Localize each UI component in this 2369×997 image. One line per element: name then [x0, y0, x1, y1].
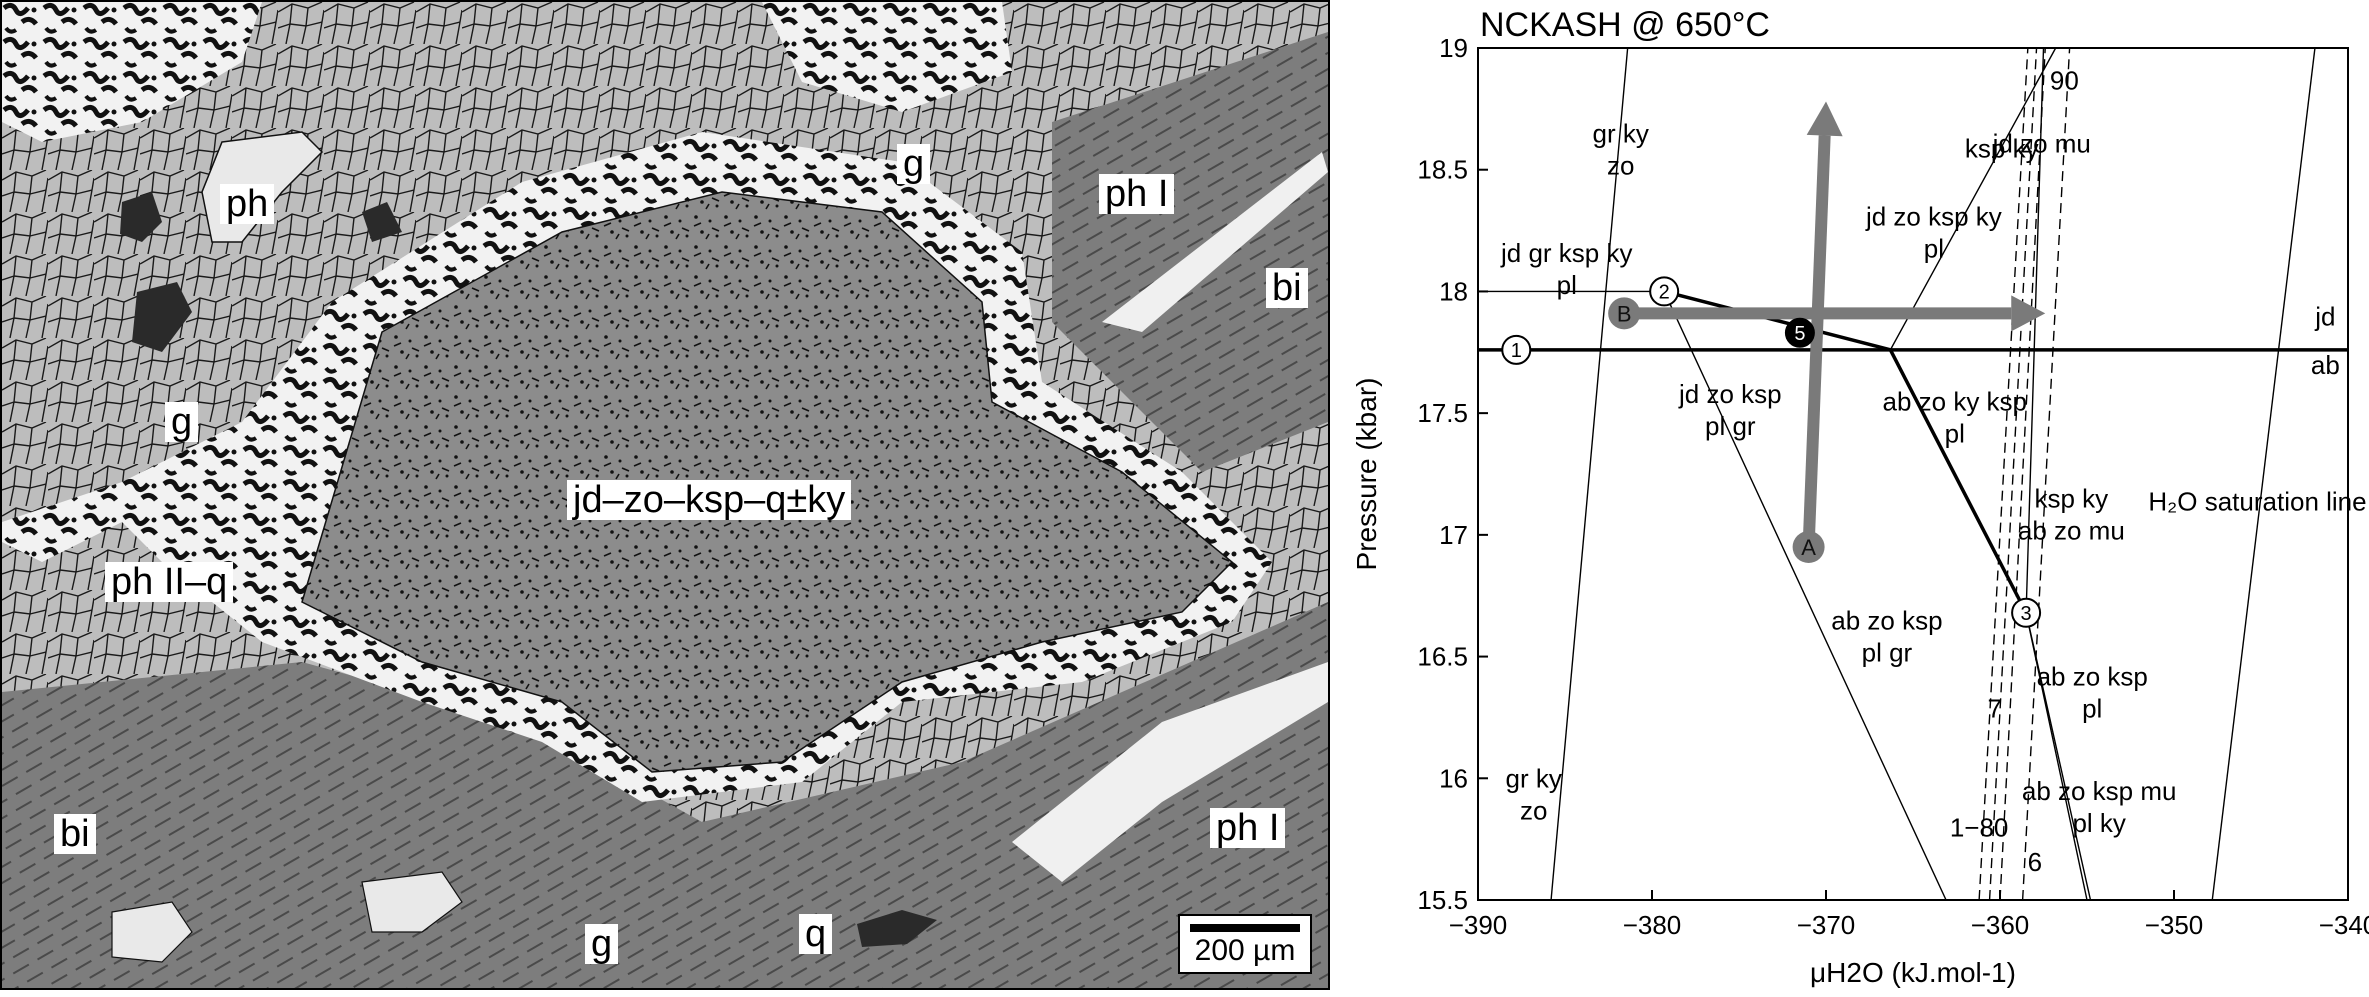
quartz-grain-4 [857, 910, 937, 947]
scale-bar-label: 200 µm [1194, 934, 1296, 967]
phengite-grain-bottom-left [111, 901, 193, 963]
reaction-line-h2o-saturation [2211, 47, 2316, 901]
y-tick-label: 19 [1439, 33, 1468, 63]
x-tick-label: −390 [1449, 910, 1508, 940]
reaction-line-pl-gr-ky-zo [1550, 47, 1629, 901]
phengite-streak-right [1102, 152, 1328, 332]
biotite-band-top [1052, 32, 1328, 472]
reaction-label-7: 7 [1988, 693, 2002, 723]
arrow-shaft-A [1802, 135, 1831, 548]
plot-frame [1477, 47, 2349, 901]
reaction-line-dash-2 [1988, 47, 2038, 901]
scale-bar-line [1190, 924, 1300, 932]
y-tick-label: 17 [1439, 520, 1468, 550]
label-core: jd–zo–ksp–q±ky [567, 480, 852, 520]
label-q: q [799, 914, 833, 954]
y-tick-label: 18.5 [1417, 155, 1468, 185]
invariant-point-5 [1784, 317, 1815, 348]
x-tick-label: −350 [2145, 910, 2204, 940]
invariant-point-label-2: 2 [1659, 281, 1670, 303]
chart-title: NCKASH @ 650°C [1480, 6, 1770, 44]
y-tick-label: 18 [1439, 276, 1468, 306]
quartz-grain-2 [132, 282, 192, 352]
arrow-label-A: A [1801, 535, 1816, 560]
phengite-streak-bottom [1012, 662, 1328, 882]
symplectite-top-left [2, 2, 262, 142]
invariant-point-1 [1501, 334, 1532, 365]
reaction-label-gr-ky-zo-top: gr ky zo [1593, 119, 1649, 181]
label-ph-i-top: ph I [1099, 174, 1175, 214]
x-tick-label: −360 [1971, 910, 2030, 940]
reaction-label-ab-zo-ky-ksp-pl: ab zo ky ksp pl [1883, 386, 2028, 448]
y-tick-label: 16.5 [1417, 642, 1468, 672]
reaction-line-ab-zo-ky-ksp-pl [1888, 349, 2028, 614]
reaction-label-jd-zo-ksp-ky-pl: jd zo ksp ky pl [1865, 201, 2002, 263]
reaction-line-dash-4 [2021, 47, 2071, 901]
reaction-label-6: 6 [2028, 847, 2042, 877]
invariant-point-label-1: 1 [1511, 340, 1522, 362]
label-g-top: g [897, 144, 931, 184]
arrow-head-A [1806, 101, 1843, 137]
invariant-points: 1 2 3 5 [1501, 276, 2042, 628]
reaction-line-dash-1 [1978, 47, 2029, 901]
phengite-grain-bottom [361, 871, 463, 933]
label-bi-left: bi [54, 814, 96, 854]
label-bi-right: bi [1266, 268, 1308, 308]
label-ph-ii-q: ph II–q [105, 562, 234, 602]
invariant-point-label-3: 3 [2021, 603, 2032, 625]
label-g-bottom: g [585, 924, 619, 964]
reaction-line-dash-3 [1999, 47, 2046, 901]
invariant-point-3 [2011, 597, 2042, 628]
phase-diagram: NCKASH @ 650°C −390−380−370−360−350−340 … [1350, 0, 2369, 992]
invariant-point-2 [1649, 276, 1680, 307]
reaction-labels: gr ky zo jd gr ksp ky pl jd zo ksp pl gr jd zo… [1500, 65, 2367, 876]
path-arrows: AB [1608, 101, 2046, 564]
x-tick-label: −380 [1623, 910, 1682, 940]
reaction-line-jd-zo-ksp-pl-gr-bold [1663, 289, 1891, 352]
reaction-line-abzoksp-plgr [1663, 291, 1947, 901]
micrograph-panel: ph g ph I bi g jd–zo–ksp–q±ky ph II–q bi… [0, 0, 1330, 990]
phase-diagram-svg: NCKASH @ 650°C −390−380−370−360−350−340 … [1351, 6, 2369, 988]
label-ph: ph [220, 184, 275, 224]
x-tick-label: −340 [2319, 910, 2369, 940]
reaction-label-ab-zo-ksp-pl: ab zo ksp pl [2037, 661, 2148, 723]
y-axis: 15.5 16 16.5 17 17.5 18 18.5 19 [1417, 33, 1488, 915]
y-tick-label: 17.5 [1417, 398, 1468, 428]
reaction-label-ksp-ky-ab-zo-mu: ksp ky ab zo mu [2018, 484, 2125, 546]
arrow-start-B [1608, 297, 1641, 330]
reaction-line-jdzokspky-pl [1889, 47, 2057, 351]
reaction-lines [1478, 47, 2348, 901]
reaction-label-ab-zo-ksp-pl-gr: ab zo ksp pl gr [1831, 605, 1942, 667]
y-tick-label: 16 [1439, 763, 1468, 793]
reaction-label-gr-ky-zo-bottom: gr ky zo [1506, 764, 1562, 826]
reaction-label-h2o-sat: H₂O saturation line [2148, 487, 2366, 517]
x-axis-label: μH2O (kJ.mol-1) [1810, 957, 2016, 988]
reaction-line-abzomu-plky [2025, 612, 2088, 901]
arrow-head-B [2011, 295, 2046, 332]
reaction-label-jd: jd [2314, 302, 2335, 332]
reaction-label-ab-zo-ksp-mu-pl-ky: ab zo ksp mu pl ky [2022, 776, 2177, 838]
quartz-grain-1 [120, 192, 162, 242]
y-tick-label: 15.5 [1417, 885, 1468, 915]
reaction-label-jd-zo-ksp-pl-gr: jd zo ksp pl gr [1678, 379, 1782, 441]
reaction-label-90: 90 [2050, 65, 2079, 95]
x-axis: −390 −380 −370 −360 −350 −340 [1449, 890, 2369, 940]
x-tick-label: −370 [1797, 910, 1856, 940]
invariant-point-label-5: 5 [1794, 323, 1805, 345]
label-ph-i-bottom: ph I [1210, 808, 1286, 848]
symplectite-top-right [762, 2, 1012, 112]
reaction-label-1-80: 1−80 [1950, 813, 2009, 843]
quartz-grain-3 [362, 202, 402, 242]
scale-bar: 200 µm [1178, 914, 1312, 974]
reaction-label-jd-zo-mu: jd zo mu [1992, 129, 2091, 159]
reaction-label-ksp-ky-top: ksp ky [1965, 134, 2039, 164]
label-g-left: g [165, 402, 199, 442]
reaction-label-ab: ab [2311, 350, 2340, 380]
y-axis-label: Pressure (kbar) [1351, 378, 1382, 571]
biotite-band-bottom-left [2, 602, 1328, 988]
arrow-start-A [1792, 531, 1825, 564]
reaction-label-jd-gr-ksp-ky-pl: jd gr ksp ky pl [1500, 238, 1633, 300]
arrow-label-B: B [1617, 301, 1632, 326]
